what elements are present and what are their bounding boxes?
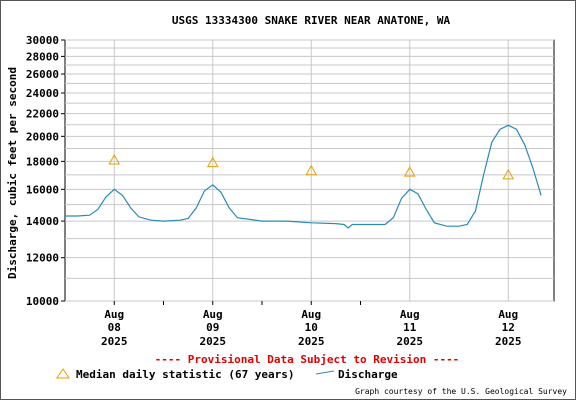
x-tick-day: 11 (403, 321, 417, 334)
y-tick-label: 10000 (26, 295, 59, 308)
y-tick-label: 12000 (26, 252, 59, 265)
discharge-series-line (65, 124, 542, 229)
x-tick-month: Aug (301, 308, 321, 321)
x-tick-year: 2025 (397, 335, 424, 348)
x-axis: Aug082025Aug092025Aug102025Aug112025Aug1… (101, 301, 522, 348)
y-tick-label: 26000 (26, 68, 59, 81)
provisional-notice: ---- Provisional Data Subject to Revisio… (155, 353, 460, 366)
y-axis: 10000 12000 14000 16000 18000 20000 22000 24000… (26, 34, 65, 308)
plot-area (64, 39, 555, 302)
x-tick-year: 2025 (101, 335, 128, 348)
chart-title: USGS 13334300 SNAKE RIVER NEAR ANATONE, … (172, 14, 451, 27)
y-tick-label: 30000 (26, 34, 59, 47)
median-marker (403, 166, 416, 177)
series-layer (65, 124, 542, 229)
median-legend-label: Median daily statistic (67 years) (76, 368, 295, 381)
x-tick-year: 2025 (298, 335, 325, 348)
x-tick-year: 2025 (200, 335, 227, 348)
median-markers (108, 154, 515, 180)
y-tick-label: 20000 (26, 130, 59, 143)
median-marker (305, 164, 318, 176)
median-marker (502, 168, 515, 180)
x-tick-month: Aug (203, 308, 223, 321)
plot-background (65, 40, 554, 301)
x-tick-month: Aug (498, 308, 518, 321)
y-tick-label: 14000 (26, 215, 59, 228)
x-tick-day: 12 (502, 321, 515, 334)
median-marker (108, 154, 121, 165)
credit-text: Graph courtesy of the U.S. Geological Su… (355, 387, 567, 396)
x-tick-day: 08 (108, 321, 121, 334)
discharge-legend-label: Discharge (338, 368, 398, 381)
y-axis-label: Discharge, cubic feet per second (6, 67, 19, 279)
median-legend-icon (56, 368, 70, 379)
y-tick-label: 22000 (26, 108, 59, 121)
y-tick-label: 18000 (26, 155, 59, 168)
x-tick-year: 2025 (495, 335, 522, 348)
discharge-legend-line (315, 370, 335, 375)
x-tick-day: 09 (206, 321, 219, 334)
y-tick-label: 16000 (26, 183, 59, 196)
x-tick-month: Aug (104, 308, 124, 321)
grid-lines (65, 39, 554, 302)
median-marker (206, 156, 219, 168)
x-tick-day: 10 (305, 321, 318, 334)
legend: Median daily statistic (67 years) Discha… (56, 368, 398, 381)
x-tick-month: Aug (400, 308, 420, 321)
y-tick-label: 24000 (26, 87, 59, 100)
y-tick-label: 28000 (26, 50, 59, 63)
